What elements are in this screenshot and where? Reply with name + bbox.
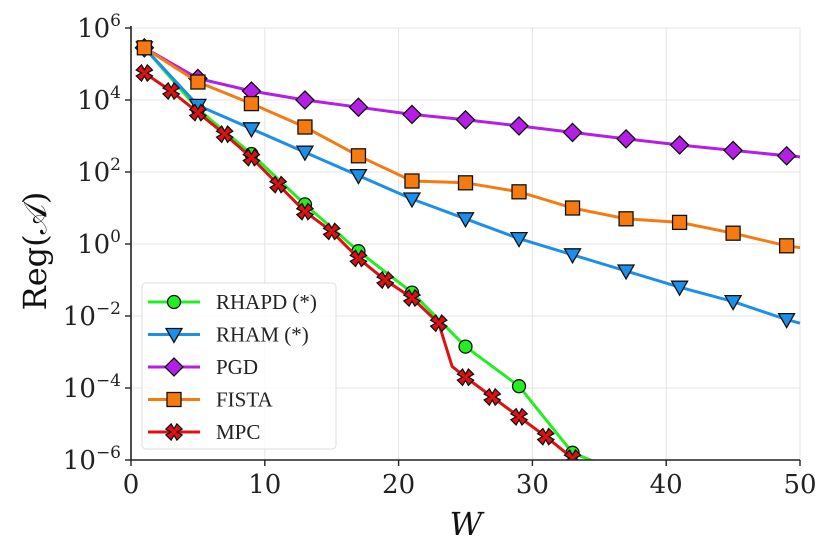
data-point [215, 125, 234, 144]
data-point [616, 264, 636, 281]
data-point [723, 294, 743, 311]
data-point [297, 119, 313, 135]
data-point [456, 212, 475, 229]
data-point [295, 202, 315, 221]
y-tick-label: 106 [77, 11, 121, 44]
data-point [511, 379, 527, 394]
data-point [322, 222, 341, 241]
data-point [536, 427, 555, 446]
data-point [457, 175, 474, 191]
data-point [402, 192, 422, 209]
data-point [618, 211, 634, 227]
series-rham [135, 41, 801, 329]
tick-labels: 0 10 20 30 40 50 106 104 102 100 10−2 10−4 10−6 [63, 11, 817, 500]
data-point [509, 231, 529, 248]
legend-swatch-marker [164, 422, 184, 442]
series-line [143, 46, 801, 325]
data-point [776, 145, 797, 166]
y-tick-label: 104 [77, 83, 121, 116]
data-point [509, 407, 529, 426]
x-tick-label: 40 [650, 470, 683, 500]
data-point [376, 270, 395, 290]
series-line [143, 46, 801, 159]
series-pgd [134, 37, 801, 166]
data-point [511, 184, 527, 200]
data-point [563, 449, 582, 460]
x-tick-label: 10 [248, 470, 281, 500]
data-point [190, 74, 206, 90]
series-fista [136, 40, 801, 254]
y-tick-label: 102 [77, 155, 121, 188]
legend-swatch-marker [166, 294, 182, 310]
legend-swatch-marker [166, 391, 182, 408]
legend-label: RHAPD (*) [216, 290, 317, 314]
legend-box [141, 282, 337, 450]
data-point [350, 148, 367, 164]
legend-label: FISTA [216, 388, 273, 412]
data-point [671, 214, 688, 231]
data-point [564, 200, 581, 216]
y-axis-label: Reg(𝒜) [16, 192, 54, 311]
data-point [458, 339, 473, 354]
data-point [402, 104, 422, 125]
x-tick-label: 0 [123, 470, 140, 500]
y-tick-label: 10−6 [63, 443, 121, 476]
data-point [136, 40, 153, 56]
data-point [295, 145, 315, 162]
data-point [723, 140, 744, 161]
legend: RHAPD (*) RHAM (*) PGD FISTA MPC [141, 282, 337, 450]
data-point [348, 97, 369, 118]
legend-swatch-marker [164, 327, 184, 344]
x-axis-label: W [450, 505, 486, 543]
x-tick-label: 50 [783, 470, 816, 500]
series-layer [134, 37, 801, 460]
data-point [161, 81, 181, 101]
data-point [778, 238, 795, 254]
data-point [616, 128, 636, 149]
data-point [483, 387, 502, 407]
data-point [670, 280, 689, 297]
data-point [242, 122, 261, 139]
legend-label: MPC [216, 420, 260, 444]
data-point [402, 288, 422, 308]
data-point [562, 122, 583, 143]
data-point [349, 249, 368, 268]
y-tick-label: 10−2 [63, 299, 121, 332]
x-tick-label: 20 [382, 470, 415, 500]
data-point [669, 135, 690, 155]
legend-swatch-marker [164, 357, 184, 377]
y-tick-label: 10−4 [63, 371, 121, 404]
data-point [455, 109, 476, 130]
data-point [509, 116, 529, 136]
data-point [269, 175, 288, 194]
data-point [563, 248, 582, 265]
y-tick-label: 100 [77, 227, 121, 260]
data-point [725, 225, 741, 241]
data-point [188, 103, 208, 122]
axes [125, 26, 801, 466]
x-tick-label: 30 [516, 470, 549, 500]
data-point [404, 173, 420, 189]
data-point [456, 368, 475, 387]
series-mpc [135, 63, 582, 460]
legend-label: RHAM (*) [216, 323, 309, 347]
legend-label: PGD [216, 355, 258, 379]
series-line [143, 46, 801, 250]
data-point [429, 314, 448, 333]
data-point [243, 95, 260, 112]
data-point [349, 168, 368, 185]
data-point [777, 312, 796, 329]
data-point [135, 63, 154, 83]
data-point [295, 90, 315, 110]
data-point [242, 148, 261, 167]
